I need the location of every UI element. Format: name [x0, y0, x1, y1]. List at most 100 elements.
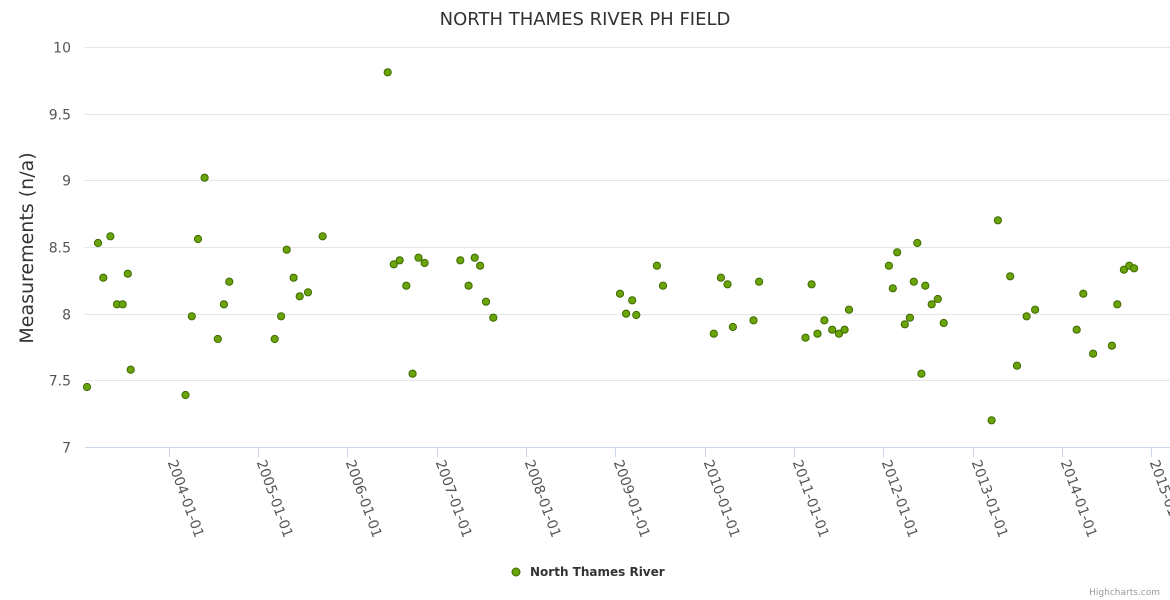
data-point[interactable] — [187, 312, 196, 321]
data-point[interactable] — [1130, 264, 1139, 273]
data-point[interactable] — [181, 390, 190, 400]
data-point[interactable] — [295, 292, 304, 301]
data-point[interactable] — [834, 329, 844, 338]
data-point[interactable] — [987, 416, 996, 425]
data-point[interactable] — [123, 269, 132, 278]
data-point[interactable] — [456, 256, 465, 265]
data-point[interactable] — [1072, 325, 1081, 334]
data-point[interactable] — [389, 260, 398, 269]
data-point[interactable] — [1079, 289, 1088, 298]
y-tick-label: 7 — [62, 441, 71, 457]
data-point[interactable] — [917, 369, 926, 378]
data-point[interactable] — [632, 310, 641, 320]
data-point[interactable] — [1113, 300, 1122, 309]
data-point[interactable] — [318, 232, 327, 241]
y-tick-label: 10 — [53, 41, 71, 57]
x-tick-label: 2012-01-01 — [878, 458, 921, 540]
data-point[interactable] — [1022, 312, 1031, 321]
data-point[interactable] — [383, 68, 392, 77]
y-axis-ticks: 7 7.5 8 8.5 9 9.5 10 — [49, 41, 71, 457]
data-point[interactable] — [921, 281, 930, 290]
data-point[interactable] — [844, 305, 854, 314]
data-point[interactable] — [408, 369, 417, 378]
scatter-series[interactable] — [82, 68, 1139, 425]
data-point[interactable] — [118, 300, 127, 309]
data-point[interactable] — [909, 277, 918, 286]
data-point[interactable] — [420, 258, 429, 268]
data-point[interactable] — [628, 296, 637, 305]
data-point[interactable] — [658, 281, 668, 290]
data-point[interactable] — [888, 284, 897, 293]
data-point[interactable] — [289, 273, 298, 282]
data-point[interactable] — [801, 333, 810, 342]
data-point[interactable] — [615, 289, 625, 298]
data-point[interactable] — [277, 312, 286, 321]
data-point[interactable] — [652, 261, 662, 270]
data-point[interactable] — [913, 238, 922, 248]
data-point[interactable] — [476, 261, 485, 270]
data-point[interactable] — [481, 297, 491, 306]
y-tick-label: 8.5 — [49, 241, 71, 257]
data-point[interactable] — [716, 273, 726, 282]
y-tick-label: 7.5 — [49, 374, 71, 390]
data-point[interactable] — [993, 216, 1003, 225]
credits-link[interactable]: Highcharts.com — [1089, 588, 1160, 598]
data-point[interactable] — [99, 273, 108, 282]
data-point[interactable] — [1119, 265, 1129, 274]
data-point[interactable] — [303, 288, 313, 297]
x-tick-label: 2008-01-01 — [521, 458, 564, 540]
data-point[interactable] — [884, 261, 894, 270]
data-point[interactable] — [225, 277, 234, 286]
chart-title: NORTH THAMES RIVER PH FIELD — [440, 9, 731, 30]
data-point[interactable] — [933, 294, 942, 304]
data-point[interactable] — [464, 281, 473, 290]
data-point[interactable] — [813, 329, 822, 338]
x-axis-ticks: 2004-01-01 2005-01-01 2006-01-01 2007-01-01… — [164, 447, 1170, 540]
data-point[interactable] — [93, 238, 103, 248]
data-point[interactable] — [1107, 341, 1117, 350]
legend-item-north-thames-river[interactable]: North Thames River — [530, 565, 665, 579]
data-point[interactable] — [939, 318, 948, 328]
x-tick-label: 2007-01-01 — [432, 458, 475, 540]
x-tick-label: 2005-01-01 — [253, 458, 296, 540]
data-point[interactable] — [820, 316, 829, 325]
data-point[interactable] — [840, 325, 849, 334]
data-point[interactable] — [1006, 272, 1015, 281]
data-point[interactable] — [1089, 349, 1098, 358]
data-point[interactable] — [402, 281, 411, 290]
data-point[interactable] — [728, 322, 738, 332]
legend-marker[interactable] — [511, 567, 521, 577]
data-point[interactable] — [470, 253, 479, 262]
data-point[interactable] — [755, 277, 764, 286]
data-point[interactable] — [893, 248, 902, 257]
data-point[interactable] — [927, 300, 936, 309]
data-point[interactable] — [900, 320, 909, 329]
data-point[interactable] — [213, 334, 222, 344]
data-point[interactable] — [905, 313, 915, 322]
data-point[interactable] — [622, 309, 631, 318]
data-point[interactable] — [126, 365, 135, 374]
y-tick-label: 9.5 — [49, 108, 71, 124]
data-point[interactable] — [828, 325, 837, 334]
data-point[interactable] — [270, 334, 279, 344]
data-point[interactable] — [82, 382, 92, 392]
x-tick-label: 2010-01-01 — [700, 458, 743, 540]
data-point[interactable] — [414, 253, 423, 262]
data-point[interactable] — [807, 280, 816, 289]
data-point[interactable] — [106, 232, 115, 241]
data-point[interactable] — [395, 256, 404, 265]
legend[interactable]: North Thames River — [511, 565, 665, 579]
data-point[interactable] — [1031, 305, 1040, 314]
grid-lines — [85, 47, 1170, 381]
data-point[interactable] — [489, 313, 498, 322]
data-point[interactable] — [193, 234, 203, 244]
data-point[interactable] — [200, 173, 209, 182]
data-point[interactable] — [749, 316, 758, 325]
data-point[interactable] — [723, 280, 732, 289]
data-point[interactable] — [282, 245, 291, 254]
x-tick-label: 2014-01-01 — [1057, 458, 1100, 540]
data-point[interactable] — [1012, 361, 1022, 370]
data-point[interactable] — [219, 300, 228, 309]
data-point[interactable] — [709, 329, 718, 338]
